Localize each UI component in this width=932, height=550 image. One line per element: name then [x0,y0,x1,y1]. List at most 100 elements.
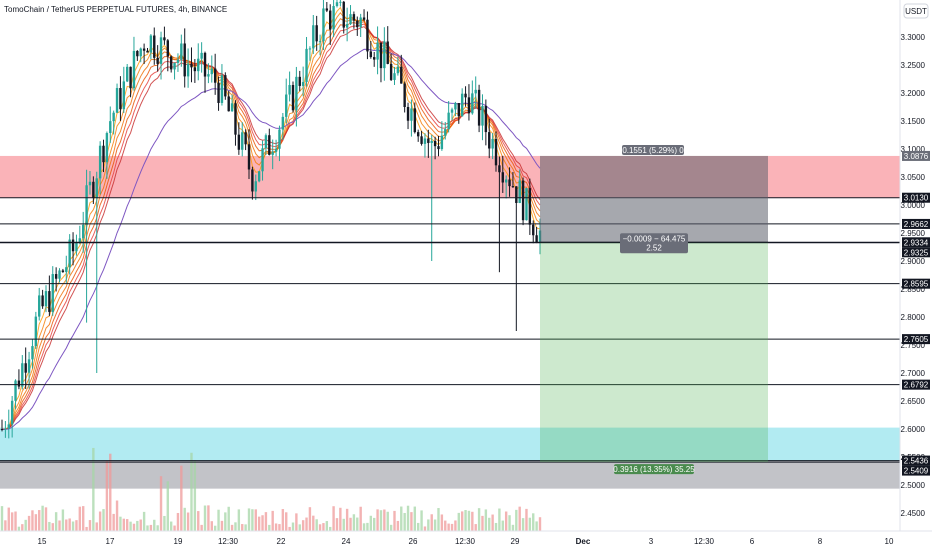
candle-body [416,132,420,137]
candle-body [511,186,515,188]
volume-bar [176,512,180,531]
volume-bar [38,510,41,531]
volume-bar [464,510,467,531]
candle [481,94,484,141]
candle [400,54,403,84]
volume-bar [349,517,352,531]
candle [373,51,376,67]
time-axis[interactable]: 15 17 19 12:30 22 24 26 12:30 29 Dec 3 12:30 6 8 10 [38,537,894,546]
candle [34,311,38,349]
candle [440,121,444,151]
candle-body [156,57,159,64]
volume-bar [24,519,27,531]
candle [383,27,386,81]
candle [504,175,508,199]
candle-body [14,380,17,401]
price-badge-box [902,455,930,466]
volume-bar [237,509,241,531]
candle-body [339,1,342,3]
candle-body [491,138,494,149]
volume-bar [227,506,230,531]
volume-bar [68,518,71,531]
candle-body [224,75,227,97]
stop-label: 0.1551 (5.29%) 0 [622,144,684,155]
candle [268,128,271,156]
volume-bar [521,518,525,531]
candle-body [471,93,474,114]
volume-bar [169,521,173,531]
candle-body [359,17,362,28]
candle [318,34,322,56]
volume-bar [440,514,444,531]
candle-body [481,105,484,126]
time-tick-label: 15 [38,537,47,546]
volume-bar [27,515,31,531]
candle-body [457,102,460,117]
candle [230,94,234,112]
volume-bar [420,510,423,531]
candle [393,66,396,85]
volume-bar [75,520,78,531]
price-tick-label: 2.4500 [901,509,926,518]
candle [119,76,122,121]
stop-label-box [622,144,684,155]
candle-body [515,186,518,203]
volume-bar [186,512,190,531]
volume-bar [312,515,315,531]
currency-button[interactable]: USDT [903,3,929,19]
time-tick-label: 12:30 [218,537,239,546]
candle-body [24,363,27,373]
time-tick-label: 17 [106,537,115,546]
volume-bar [460,511,464,531]
volume-bar [58,520,61,531]
time-tick-label: 3 [649,537,654,546]
candle-body [285,94,288,117]
candle-body [166,40,169,57]
volume-bar [115,500,119,531]
candle [389,53,393,82]
volume-bar [369,515,373,531]
candle-body [332,6,335,30]
candle-body [247,144,251,170]
stop-loss-area[interactable] [540,155,768,243]
candle [444,122,447,140]
candle-body [325,8,329,11]
volume-bar [515,509,518,531]
demand-zone [0,427,900,461]
candle [325,1,329,13]
candle-body [105,133,109,163]
volume-bar [149,524,153,531]
time-tick-label: 24 [342,537,351,546]
time-tick-label: 12:30 [694,537,715,546]
candle-body [400,66,403,84]
price-badge-text: 2.5436 [904,457,929,466]
volume-bar [132,523,136,531]
candle [322,0,325,51]
volume-bar [173,525,176,531]
volume-bar [511,524,515,531]
volume-bar [234,522,237,531]
candle [508,167,511,197]
volume-bar [305,517,308,531]
candle [342,0,345,34]
price-tick-label: 3.2000 [901,89,926,98]
candle-body [356,20,359,28]
take-profit-area[interactable] [540,242,768,463]
candle [477,84,481,133]
candle-body [129,66,132,89]
candle [213,53,217,95]
candle [234,100,237,146]
candle [406,102,410,130]
volume-bar [342,518,345,531]
price-scale[interactable]: 3.3000 3.2500 3.2000 3.1500 3.1000 3.0500 3.00… [901,33,926,518]
volume-bar [488,517,491,531]
volume-bar [44,507,48,531]
candle [176,53,180,72]
candle [454,101,457,117]
candle [82,211,85,253]
candle [528,178,532,235]
candle [129,66,132,98]
